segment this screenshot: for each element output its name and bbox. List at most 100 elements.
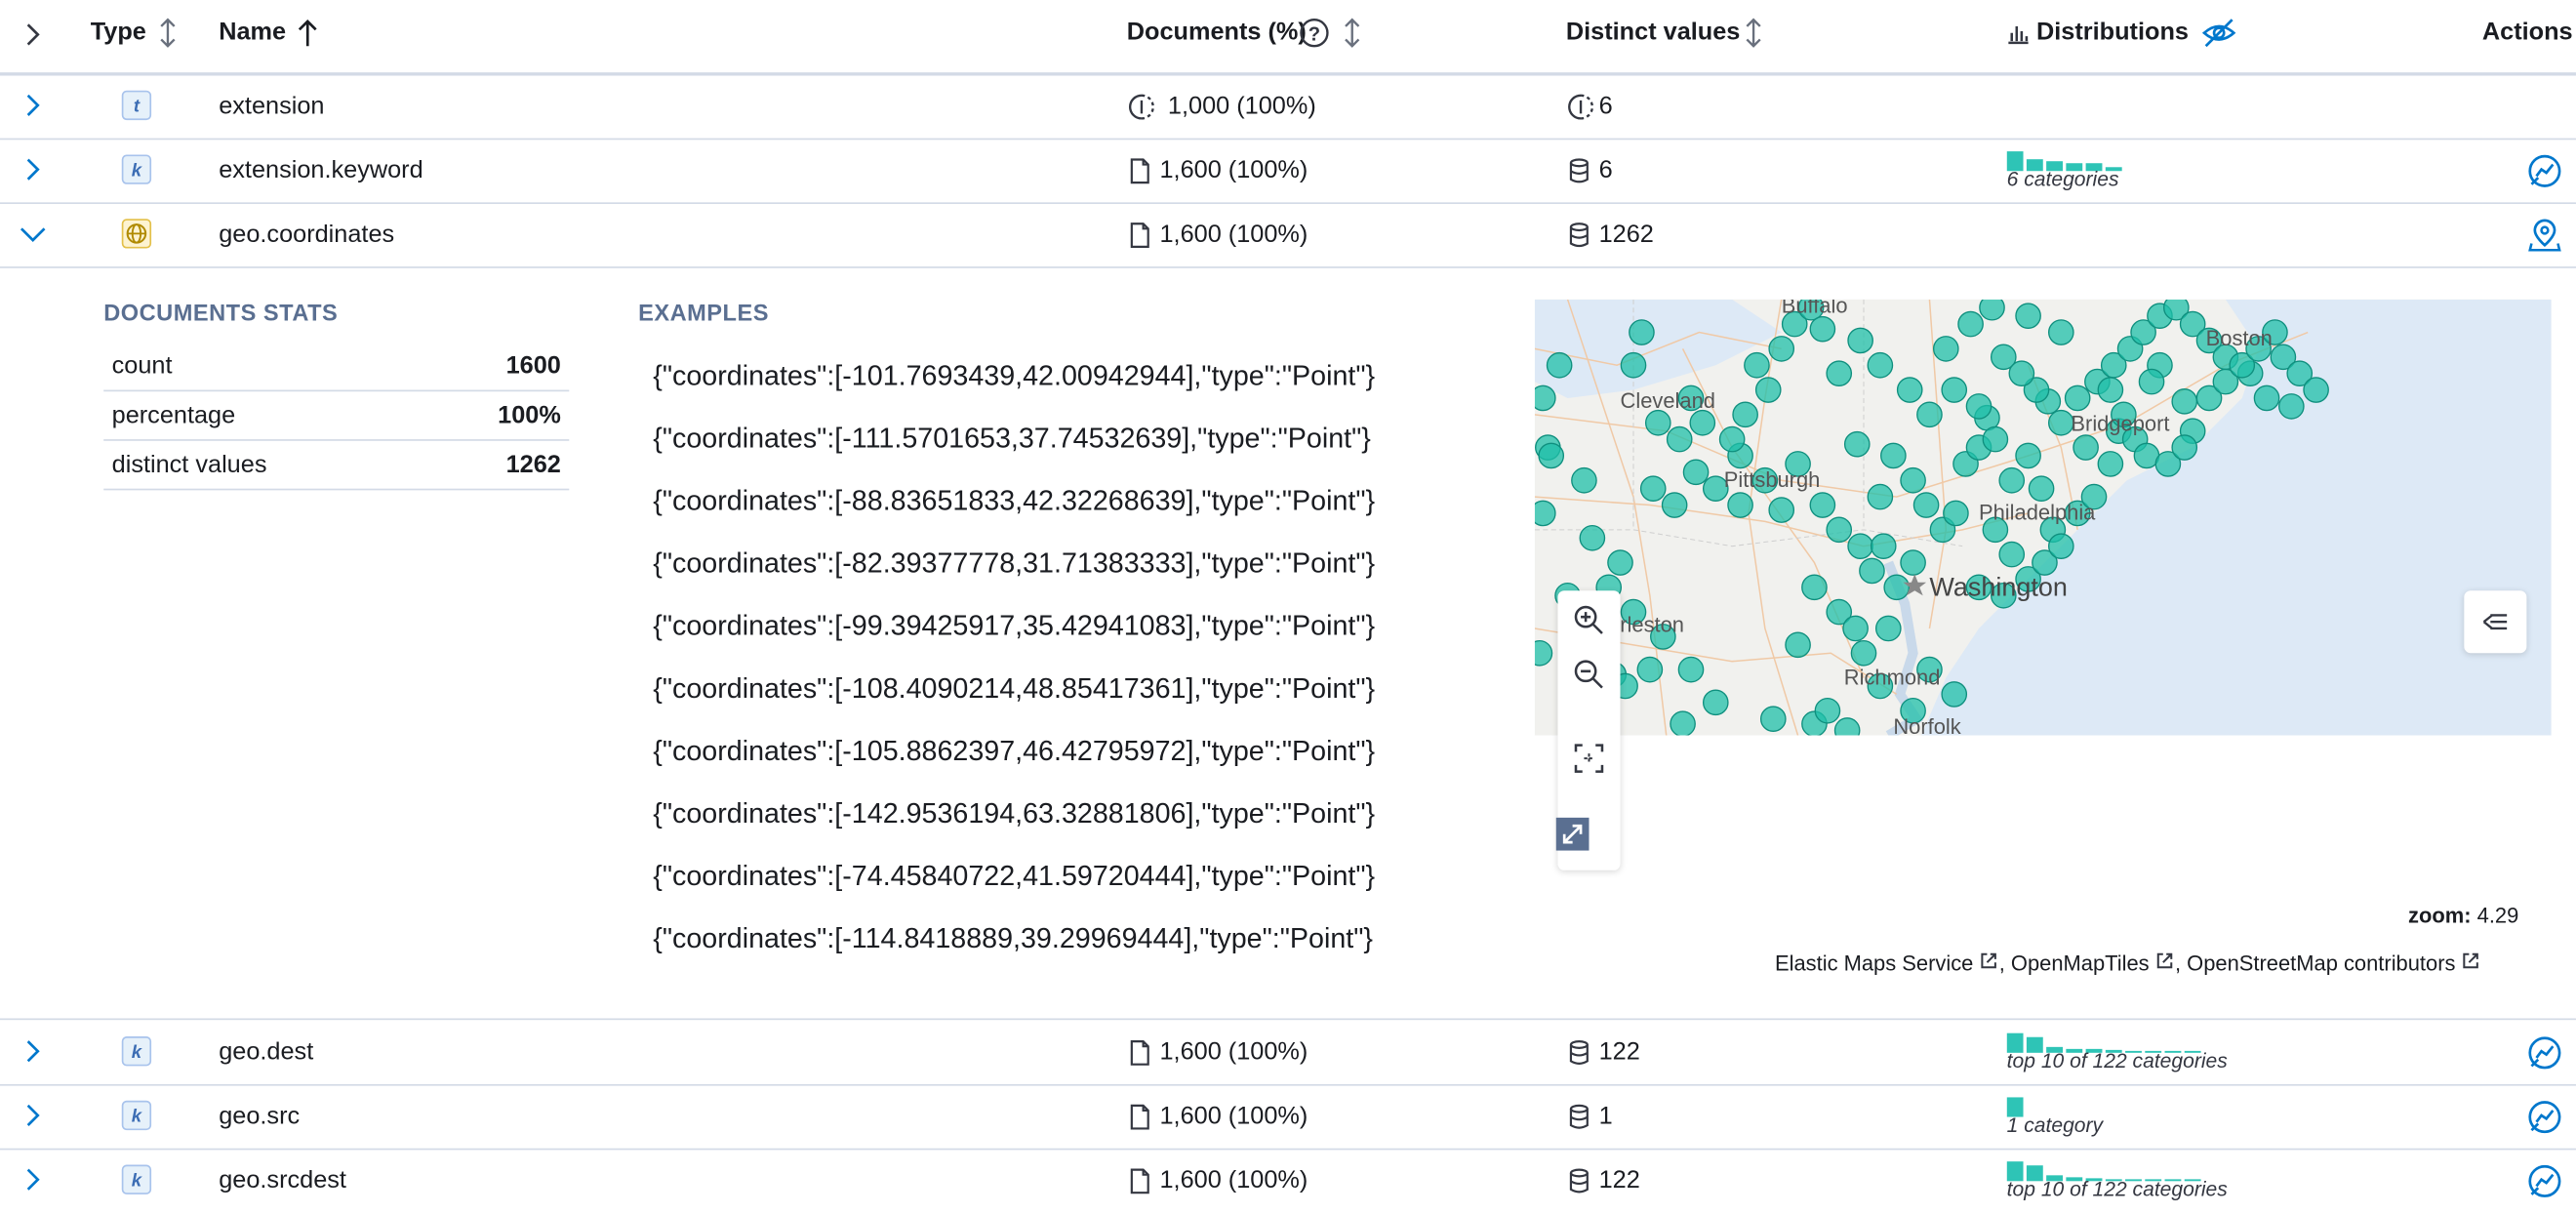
- map-point: [2138, 368, 2165, 395]
- database-icon: [1569, 223, 1589, 248]
- attribution-link[interactable]: OpenStreetMap contributors: [2187, 951, 2456, 976]
- chevron-right-icon[interactable]: [20, 1101, 46, 1130]
- map-point: [1571, 466, 1597, 494]
- map-point: [2195, 384, 2223, 412]
- sort-arrows-icon[interactable]: [1742, 17, 1765, 50]
- map-point: [1607, 549, 1633, 576]
- visualize-icon[interactable]: [2526, 153, 2562, 189]
- map-canvas[interactable]: Buffalo Cleveland Pittsburgh Bridgeport …: [1534, 299, 2552, 736]
- map-point: [2245, 336, 2272, 362]
- expand-all-chevron-icon[interactable]: [21, 21, 45, 48]
- documents-count: 1,600 (100%): [1159, 220, 1308, 249]
- layer-control-button[interactable]: [2464, 590, 2527, 654]
- map-point: [1896, 377, 1923, 403]
- distribution-bar: [2006, 1161, 2024, 1182]
- zoom-in-icon[interactable]: [1573, 604, 1606, 637]
- map-point: [2171, 388, 2198, 415]
- distribution-bar: [2066, 163, 2083, 172]
- distribution-bar: [2145, 1179, 2162, 1182]
- chevron-right-icon[interactable]: [20, 91, 46, 120]
- visualize-icon[interactable]: [2526, 1099, 2562, 1135]
- attribution-link[interactable]: OpenMapTiles: [2010, 951, 2150, 976]
- example-value: {"coordinates":[-105.8862397,46.42795972…: [653, 735, 1376, 767]
- map-point: [1867, 483, 1894, 510]
- svg-text:?: ?: [1308, 23, 1320, 45]
- document-icon: [1130, 158, 1149, 184]
- distinct-count: 1262: [1598, 220, 1654, 249]
- help-icon[interactable]: ?: [1298, 17, 1331, 50]
- col-actions-header: Actions: [2481, 18, 2573, 47]
- chevron-down-icon[interactable]: [17, 221, 50, 250]
- map-pin-icon[interactable]: [2526, 218, 2562, 254]
- distinct-count: 122: [1598, 1166, 1640, 1194]
- map-point: [2171, 434, 2198, 461]
- stat-row: count 1600: [103, 343, 570, 392]
- fullscreen-icon[interactable]: [1554, 816, 1590, 852]
- fit-bounds-icon[interactable]: [1574, 744, 1604, 773]
- map-point: [1880, 442, 1907, 469]
- distribution-bars: [2006, 1097, 2024, 1117]
- categories-label: top 10 of 122 categories: [2006, 1049, 2228, 1073]
- expanded-row-details: DOCUMENTS STATS count 1600 percentage 10…: [0, 266, 2576, 1021]
- col-type-header[interactable]: Type: [90, 18, 146, 47]
- map-point: [1965, 393, 1992, 420]
- geo-map[interactable]: Buffalo Cleveland Pittsburgh Bridgeport …: [1534, 299, 2552, 736]
- map-point: [2015, 303, 2041, 329]
- map-point: [2073, 434, 2099, 461]
- map-point: [2212, 368, 2239, 395]
- database-icon: [1569, 1040, 1589, 1065]
- map-point: [1916, 401, 1943, 428]
- map-controls: [1554, 590, 1621, 870]
- map-point: [1546, 351, 1573, 379]
- map-point: [2028, 475, 2055, 503]
- sort-arrows-icon[interactable]: [156, 17, 180, 50]
- documents-count: 1,000 (100%): [1167, 92, 1316, 121]
- sort-ascending-icon[interactable]: [296, 17, 319, 50]
- city-label: Philadelphia: [1979, 501, 2096, 525]
- keyword-type-badge: k: [121, 1164, 152, 1194]
- map-point: [2262, 319, 2288, 345]
- documents-count: 1,600 (100%): [1159, 156, 1308, 184]
- table-row: k geo.srcdest 1,600 (100%) 122 top 10 of…: [0, 1149, 2576, 1213]
- example-value: {"coordinates":[-114.8418889,39.29969444…: [653, 922, 1373, 954]
- map-point: [1998, 541, 2026, 568]
- col-distinct-header[interactable]: Distinct values: [1565, 18, 1741, 47]
- external-link-icon: [2157, 952, 2173, 969]
- map-point: [1814, 697, 1841, 724]
- chevron-right-icon[interactable]: [20, 1036, 46, 1066]
- map-point: [1661, 492, 1688, 518]
- map-point: [1751, 466, 1779, 494]
- chevron-right-icon[interactable]: [20, 154, 46, 183]
- city-label: Pittsburgh: [1724, 467, 1821, 492]
- map-point: [2080, 483, 2108, 510]
- database-icon: [1569, 1168, 1589, 1194]
- sort-arrows-icon[interactable]: [1341, 17, 1364, 50]
- distribution-bar: [2046, 161, 2063, 172]
- visualize-icon[interactable]: [2526, 1034, 2562, 1071]
- map-point: [1941, 377, 1968, 403]
- map-point: [1534, 639, 1553, 667]
- globe-icon: [126, 223, 147, 244]
- distribution-bar: [2164, 1179, 2182, 1182]
- visualize-icon[interactable]: [2526, 1163, 2562, 1199]
- map-point: [1867, 351, 1894, 379]
- col-name-header[interactable]: Name: [219, 18, 287, 47]
- document-icon: [1130, 223, 1149, 248]
- ocean-area: [1921, 299, 2552, 736]
- map-point: [1809, 492, 1836, 518]
- map-point: [1826, 598, 1853, 626]
- city-label: Norfolk: [1893, 714, 1960, 736]
- map-point: [1843, 430, 1871, 458]
- map-points: [1534, 299, 2329, 736]
- zoom-out-icon[interactable]: [1573, 658, 1606, 691]
- attribution-link[interactable]: Elastic Maps Service: [1774, 951, 1974, 976]
- col-documents-header[interactable]: Documents (%): [1126, 18, 1307, 47]
- example-value: {"coordinates":[-111.5701653,37.74532639…: [653, 423, 1371, 455]
- map-point: [1912, 492, 1940, 518]
- chevron-right-icon[interactable]: [20, 1165, 46, 1194]
- capital-star-icon: [1903, 574, 1927, 596]
- eye-closed-icon[interactable]: [2201, 17, 2237, 50]
- example-value: {"coordinates":[-108.4090214,48.85417361…: [653, 672, 1376, 705]
- map-point: [1670, 710, 1696, 736]
